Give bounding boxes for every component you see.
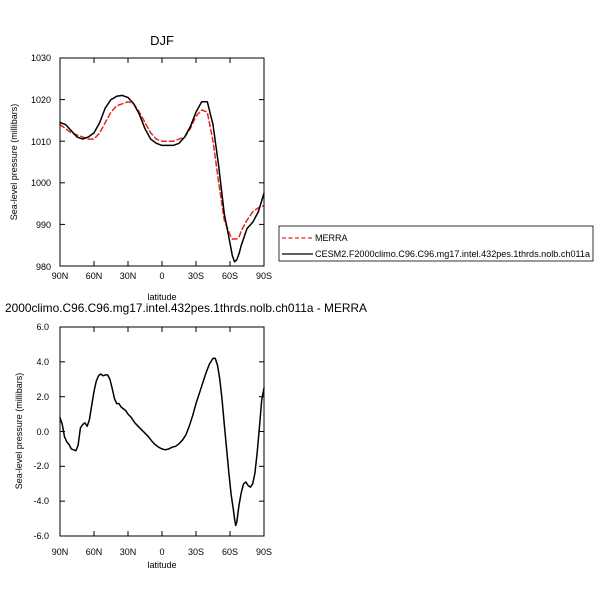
top-ytick-label-1030: 1030 — [31, 53, 51, 63]
bottom-plot-frame — [59, 326, 265, 537]
bottom-series-group — [59, 357, 265, 527]
bottom-xtick-label-30n: 30N — [120, 547, 137, 557]
top-xtick-label-90n: 90N — [52, 271, 69, 281]
bottom-xtick-labels: 90N 60N 30N 0 30S 60S 90S — [52, 547, 272, 557]
top-ylabel: Sea-level pressure (millibars) — [9, 104, 19, 221]
top-ytick-label-1010: 1010 — [31, 137, 51, 147]
top-plot-frame — [59, 57, 265, 267]
legend-label-merra: MERRA — [315, 233, 348, 243]
top-ytick-label-1020: 1020 — [31, 95, 51, 105]
bottom-xlabel: latitude — [147, 560, 176, 570]
bottom-xtick-label-90n: 90N — [52, 547, 69, 557]
top-ytick-label-1000: 1000 — [31, 178, 51, 188]
top-xtick-label-30n: 30N — [120, 271, 137, 281]
bottom-title: 2000climo.C96.C96.mg17.intel.432pes.1thr… — [5, 301, 367, 315]
bottom-xtick-label-30s: 30S — [188, 547, 204, 557]
top-xtick-labels: 90N 60N 30N 0 30S 60S 90S — [52, 271, 272, 281]
top-title: DJF — [150, 33, 174, 48]
top-ytick-labels: 980 990 1000 1010 1020 1030 — [31, 53, 51, 272]
top-tick-marks — [59, 57, 265, 267]
top-series-group — [59, 94, 265, 263]
difference-line — [59, 357, 265, 527]
bottom-ytick-label-4: 4.0 — [36, 357, 49, 367]
top-xtick-label-90s: 90S — [256, 271, 272, 281]
merra-line — [59, 100, 265, 240]
legend-box — [278, 225, 594, 262]
bottom-ytick-label-6: 6.0 — [36, 322, 49, 332]
bottom-ytick-label-m4: -4.0 — [33, 496, 49, 506]
bottom-xtick-label-60s: 60S — [222, 547, 238, 557]
legend-label-cesm2: CESM2.F2000climo.C96.C96.mg17.intel.432p… — [315, 249, 590, 259]
bottom-panel: 2000climo.C96.C96.mg17.intel.432pes.1thr… — [5, 301, 367, 570]
top-xtick-label-0: 0 — [159, 271, 164, 281]
bottom-tick-marks — [59, 326, 265, 537]
top-xtick-label-30s: 30S — [188, 271, 204, 281]
top-xtick-label-60n: 60N — [86, 271, 103, 281]
bottom-xtick-label-60n: 60N — [86, 547, 103, 557]
bottom-xtick-label-0: 0 — [159, 547, 164, 557]
top-legend: MERRA CESM2.F2000climo.C96.C96.mg17.inte… — [278, 225, 594, 262]
cesm2-line — [59, 94, 265, 263]
bottom-ytick-label-m2: -2.0 — [33, 461, 49, 471]
top-panel: DJF Sea-level pressure (millibars) latit… — [9, 33, 594, 302]
top-ytick-label-980: 980 — [36, 262, 51, 272]
bottom-ytick-label-m6: -6.0 — [33, 531, 49, 541]
bottom-ytick-labels: -6.0 -4.0 -2.0 0.0 2.0 4.0 6.0 — [33, 322, 49, 541]
top-xlabel: latitude — [147, 292, 176, 302]
bottom-ytick-label-0: 0.0 — [36, 427, 49, 437]
top-xtick-label-60s: 60S — [222, 271, 238, 281]
bottom-ylabel: Sea-level pressure (millibars) — [14, 373, 24, 490]
bottom-xtick-label-90s: 90S — [256, 547, 272, 557]
bottom-ytick-label-2: 2.0 — [36, 392, 49, 402]
top-ytick-label-990: 990 — [36, 220, 51, 230]
